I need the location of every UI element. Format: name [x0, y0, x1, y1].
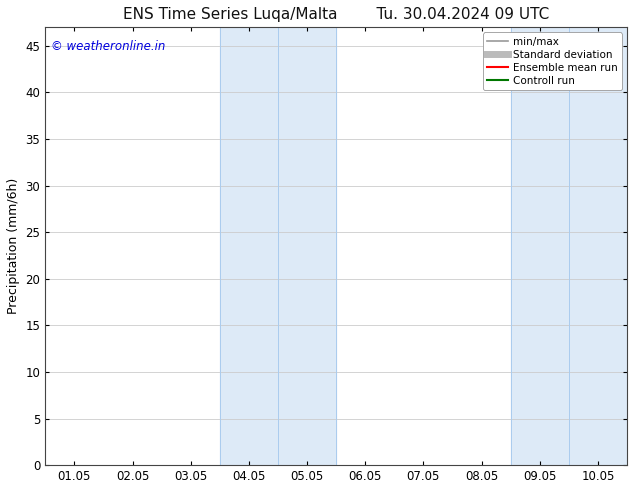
Text: © weatheronline.in: © weatheronline.in [51, 40, 165, 53]
Bar [511, 27, 569, 465]
Bar [220, 27, 278, 465]
Bar [278, 27, 336, 465]
Title: ENS Time Series Luqa/Malta        Tu. 30.04.2024 09 UTC: ENS Time Series Luqa/Malta Tu. 30.04.202… [123, 7, 549, 22]
Legend: min/max, Standard deviation, Ensemble mean run, Controll run: min/max, Standard deviation, Ensemble me… [482, 32, 622, 90]
Bar [569, 27, 627, 465]
Y-axis label: Precipitation (mm/6h): Precipitation (mm/6h) [7, 178, 20, 315]
